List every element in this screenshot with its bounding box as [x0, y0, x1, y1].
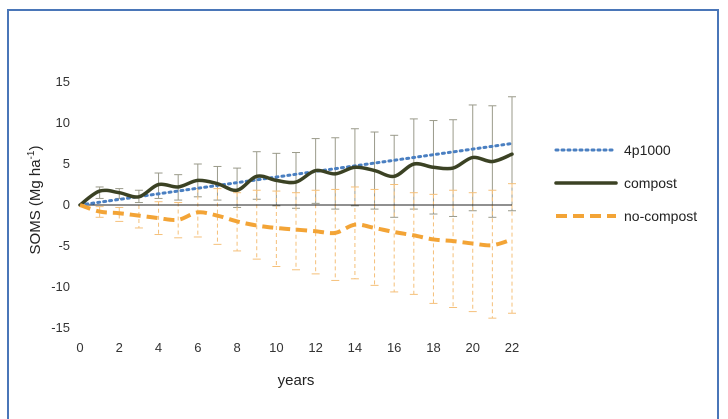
legend-label-no-compost: no-compost	[624, 208, 697, 224]
x-tick-labels: 0 2 4 6 8 10 12 14 16 18 20 22	[76, 340, 519, 355]
chart-frame	[7, 9, 719, 419]
y-axis-title-sup: -1	[26, 150, 37, 159]
x-tick-label: 16	[387, 340, 401, 355]
y-tick-label: 10	[56, 115, 70, 130]
x-tick-label: 18	[426, 340, 440, 355]
legend-label-compost: compost	[624, 175, 677, 191]
x-axis-title: years	[278, 372, 315, 389]
x-tick-label: 8	[233, 340, 240, 355]
y-tick-labels: 15 10 5 0 -5 -10 -15	[51, 74, 70, 335]
x-tick-label: 2	[116, 340, 123, 355]
x-tick-label: 20	[465, 340, 479, 355]
x-tick-label: 4	[155, 340, 162, 355]
x-tick-label: 0	[76, 340, 83, 355]
x-tick-label: 6	[194, 340, 201, 355]
y-axis-title-close: )	[27, 146, 44, 151]
series-line-compost	[78, 152, 514, 207]
y-axis-title-main: SOMS (Mg ha	[27, 159, 44, 255]
y-tick-label: 0	[63, 197, 70, 212]
x-tick-label: 10	[269, 340, 283, 355]
y-tick-label: 5	[63, 156, 70, 171]
legend: 4p1000 compost no-compost	[554, 142, 697, 224]
x-tick-label: 12	[308, 340, 322, 355]
y-tick-label: -10	[51, 279, 70, 294]
x-tick-label: 22	[505, 340, 519, 355]
series-line-4p1000	[78, 142, 514, 207]
y-tick-label: -5	[58, 238, 70, 253]
series-lines-group	[78, 142, 514, 248]
x-tick-label: 14	[348, 340, 362, 355]
y-axis-title: SOMS (Mg ha-1)	[26, 146, 44, 255]
error-bars-group	[95, 96, 516, 319]
chart-svg: 15 10 5 0 -5 -10 -15 0 2 4 6 8 10 12 14 16 18 20 22 years…	[26, 74, 697, 389]
series-line-no-compost	[79, 203, 513, 248]
y-tick-label: -15	[51, 320, 70, 335]
legend-label-4p1000: 4p1000	[624, 142, 671, 158]
y-tick-label: 15	[56, 74, 70, 89]
